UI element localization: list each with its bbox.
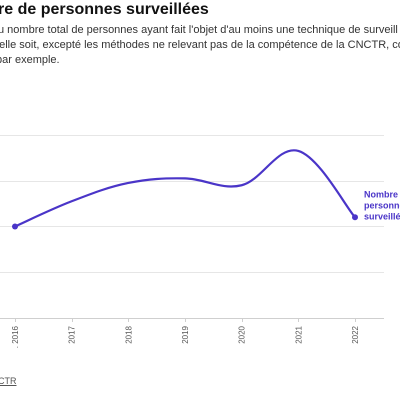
series-label-line: Nombre xyxy=(364,189,398,199)
chart-title: re de personnes surveillées xyxy=(0,1,209,18)
data-point xyxy=(352,214,358,221)
x-tick-label: 2022 xyxy=(351,325,360,343)
chart-description-line-1: u nombre total de personnes ayant fait l… xyxy=(0,24,398,36)
source-link[interactable]: CTR xyxy=(0,376,17,386)
x-tick-label: 2018 xyxy=(124,325,133,343)
x-tick-label: 2021 xyxy=(294,325,303,343)
x-tick-label: 2019 xyxy=(181,325,190,343)
x-tick-label: . 2016 xyxy=(11,325,20,348)
x-tick-label: 2020 xyxy=(238,325,247,343)
data-point xyxy=(12,223,18,230)
series-line xyxy=(13,149,357,228)
chart-description-line-2: 'elle soit, excepté les méthodes ne rele… xyxy=(0,39,400,51)
series-label-line: personnes xyxy=(364,200,400,210)
series-label-line: surveillé xyxy=(364,211,400,221)
x-tick-label: 2017 xyxy=(68,325,77,343)
chart-description-line-3: par exemple. xyxy=(0,54,60,66)
